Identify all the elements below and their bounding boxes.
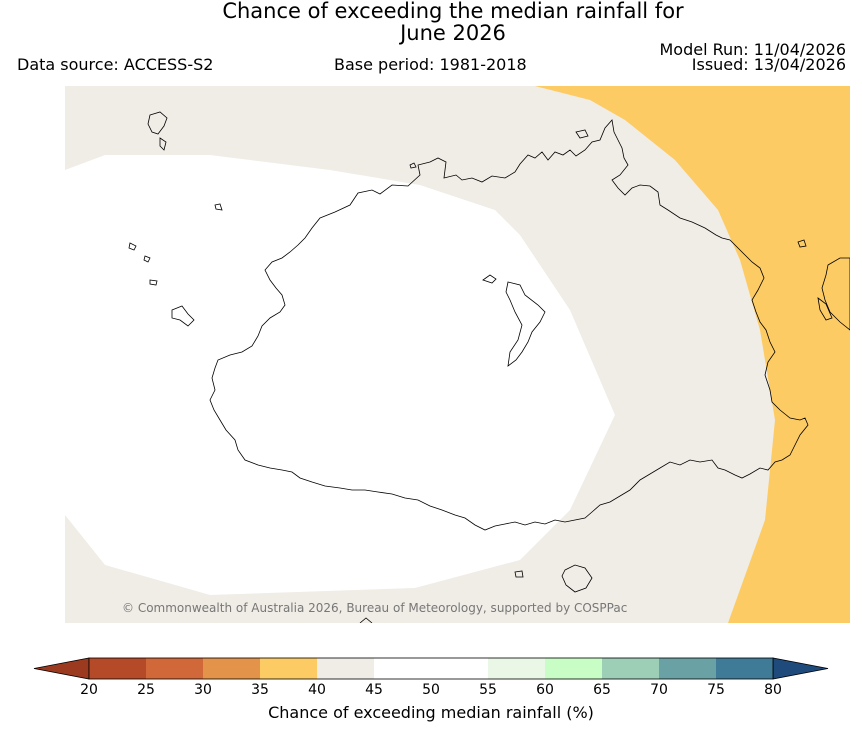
west-islet-3 [149, 279, 158, 286]
small-islet-1 [482, 274, 497, 284]
copyright-notice: © Commonwealth of Australia 2026, Bureau… [122, 601, 628, 615]
colorbar-segment [659, 658, 716, 679]
colorbar-tick-label: 45 [365, 682, 383, 698]
colorbar-tick-label: 75 [707, 682, 725, 698]
colorbar-extend-high [772, 657, 829, 680]
colorbar-extend-low [33, 657, 90, 680]
main-island-coast [209, 119, 809, 531]
coastline [128, 111, 850, 623]
colorbar-tick-label: 80 [764, 682, 782, 698]
northwest-island [147, 111, 168, 135]
colorbar-segment [203, 658, 260, 679]
colorbar-tick-label: 25 [137, 682, 155, 698]
colorbar-tick-label: 70 [650, 682, 668, 698]
colorbar-segment [602, 658, 659, 679]
islet-5 [409, 162, 417, 169]
colorbar-tick-label: 50 [422, 682, 440, 698]
colorbar-segment [374, 658, 431, 679]
inland-lake [505, 281, 546, 367]
south-island [561, 564, 593, 593]
model-run-label: Model Run: 11/04/2026 [659, 40, 847, 59]
south-islet [514, 570, 524, 578]
colorbar-segment [89, 658, 146, 679]
islet-7 [797, 239, 807, 248]
colorbar-segment [146, 658, 203, 679]
colorbar-segment [431, 658, 488, 679]
colorbar-tick-label: 55 [479, 682, 497, 698]
northwest-islet [159, 137, 167, 151]
colorbar-segment [488, 658, 545, 679]
colorbar-segment [716, 658, 773, 679]
map-title-line1: Chance of exceeding the median rainfall … [222, 0, 684, 23]
data-source-label: Data source: ACCESS-S2 [17, 55, 214, 74]
islet-6 [575, 129, 589, 139]
issued-label: Issued: 13/04/2026 [691, 55, 846, 74]
zone-45-55 [65, 155, 615, 595]
zone-35-40 [535, 86, 850, 623]
colorbar-tick-label: 65 [593, 682, 611, 698]
west-islet-1 [128, 242, 137, 251]
colorbar-segment [545, 658, 602, 679]
west-island [171, 305, 195, 327]
colorbar-tick-label: 60 [536, 682, 554, 698]
colorbar-segment [260, 658, 317, 679]
colorbar-tick-label: 35 [251, 682, 269, 698]
map-title-line2: June 2026 [400, 21, 506, 45]
south-edge-islet [359, 617, 373, 623]
colorbar-tick-label: 30 [194, 682, 212, 698]
west-islet-2 [143, 255, 151, 263]
east-islet [817, 297, 833, 321]
colorbar-tick-label: 40 [308, 682, 326, 698]
base-period-label: Base period: 1981-2018 [334, 55, 527, 74]
colorbar-label: Chance of exceeding median rainfall (%) [268, 703, 594, 722]
colorbar-tick-label: 20 [80, 682, 98, 698]
colorbar-segment [317, 658, 374, 679]
east-island [821, 257, 850, 331]
islet-4 [214, 203, 223, 211]
colorbar-border [88, 657, 774, 680]
